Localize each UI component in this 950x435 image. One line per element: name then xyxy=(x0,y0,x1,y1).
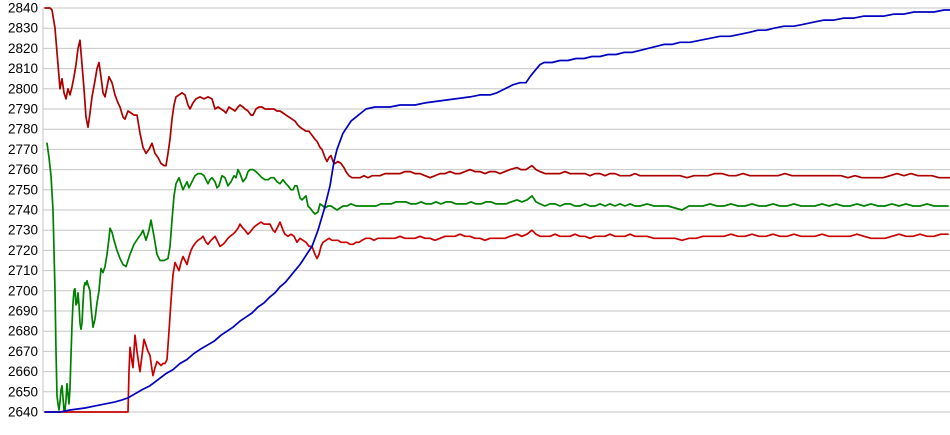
y-axis-tick-label: 2810 xyxy=(8,61,38,76)
y-axis-tick-label: 2660 xyxy=(8,364,38,379)
y-axis-tick-label: 2650 xyxy=(8,384,38,399)
y-axis-tick-label: 2640 xyxy=(8,405,38,420)
gridlines xyxy=(42,7,950,413)
y-axis-tick-label: 2710 xyxy=(8,263,38,278)
y-axis-tick-label: 2780 xyxy=(8,122,38,137)
y-axis-tick-label: 2740 xyxy=(8,203,38,218)
series-red-lower-line xyxy=(44,221,949,413)
series-green-middle-line xyxy=(46,142,949,411)
y-axis-tick-label: 2770 xyxy=(8,142,38,157)
y-axis-tick-label: 2760 xyxy=(8,162,38,177)
y-axis-tick-label: 2800 xyxy=(8,81,38,96)
y-axis-tick-label: 2790 xyxy=(8,102,38,117)
y-axis-tick-label: 2820 xyxy=(8,41,38,56)
y-axis-tick-label: 2700 xyxy=(8,283,38,298)
y-axis-tick-label: 2830 xyxy=(8,21,38,36)
y-axis-tick-label: 2690 xyxy=(8,304,38,319)
y-axis-tick-label: 2840 xyxy=(8,1,38,16)
series-blue-rising-line xyxy=(44,9,950,413)
y-axis-tick-label: 2730 xyxy=(8,223,38,238)
y-axis-tick-label: 2680 xyxy=(8,324,38,339)
y-axis-tick-label: 2720 xyxy=(8,243,38,258)
y-axis-tick-label: 2750 xyxy=(8,182,38,197)
y-axis-tick-label: 2670 xyxy=(8,344,38,359)
y-axis-labels: 2840 2830 2820 2810 2800 2790 2780 2770 2760 2750… xyxy=(8,1,38,420)
